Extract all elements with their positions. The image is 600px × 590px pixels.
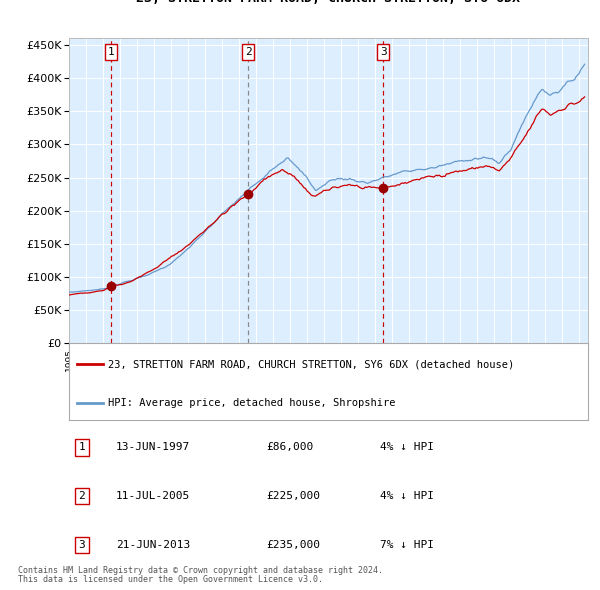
Title: 23, STRETTON FARM ROAD, CHURCH STRETTON, SY6 6DX: 23, STRETTON FARM ROAD, CHURCH STRETTON,… (137, 0, 521, 5)
Text: £86,000: £86,000 (266, 442, 313, 452)
Text: 11-JUL-2005: 11-JUL-2005 (116, 491, 190, 501)
Text: 23, STRETTON FARM ROAD, CHURCH STRETTON, SY6 6DX (detached house): 23, STRETTON FARM ROAD, CHURCH STRETTON,… (108, 359, 514, 369)
Text: 4% ↓ HPI: 4% ↓ HPI (380, 491, 434, 501)
Text: This data is licensed under the Open Government Licence v3.0.: This data is licensed under the Open Gov… (18, 575, 323, 584)
Text: 3: 3 (79, 540, 85, 550)
Text: 2: 2 (245, 47, 251, 57)
Text: 2: 2 (79, 491, 85, 501)
Text: 3: 3 (380, 47, 386, 57)
Text: 1: 1 (79, 442, 85, 452)
Text: 21-JUN-2013: 21-JUN-2013 (116, 540, 190, 550)
Text: £225,000: £225,000 (266, 491, 320, 501)
Text: Contains HM Land Registry data © Crown copyright and database right 2024.: Contains HM Land Registry data © Crown c… (18, 566, 383, 575)
Text: £235,000: £235,000 (266, 540, 320, 550)
Text: 4% ↓ HPI: 4% ↓ HPI (380, 442, 434, 452)
Text: 13-JUN-1997: 13-JUN-1997 (116, 442, 190, 452)
Text: 7% ↓ HPI: 7% ↓ HPI (380, 540, 434, 550)
Text: 1: 1 (107, 47, 114, 57)
Text: HPI: Average price, detached house, Shropshire: HPI: Average price, detached house, Shro… (108, 398, 395, 408)
